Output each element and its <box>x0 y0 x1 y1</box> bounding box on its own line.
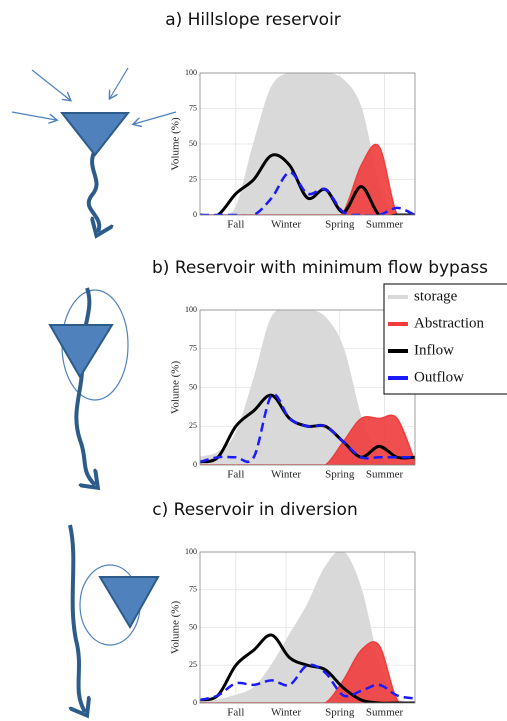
y-tick-label: 25 <box>189 421 197 430</box>
y-tick-label: 0 <box>193 210 197 219</box>
y-tick-label: 100 <box>185 547 197 556</box>
diagram-b <box>48 287 129 485</box>
y-tick-label: 0 <box>193 698 197 707</box>
x-tick-label: Fall <box>227 707 244 719</box>
legend-label: storage <box>414 288 458 304</box>
y-tick-label: 75 <box>189 344 197 353</box>
chart-title: b) Reservoir with minimum flow bypass <box>152 258 488 278</box>
x-tick-label: Spring <box>325 469 355 481</box>
x-tick-label: Summer <box>366 469 404 481</box>
y-tick-label: 50 <box>189 139 197 148</box>
y-axis-label: Volume (%) <box>170 117 182 171</box>
y-tick-label: 25 <box>189 174 197 183</box>
line <box>200 663 415 702</box>
legend-label: Outflow <box>414 369 464 385</box>
plot <box>200 73 415 215</box>
x-tick-label: Fall <box>227 219 244 231</box>
x-tick-label: Fall <box>227 469 244 481</box>
x-tick-label: Summer <box>366 707 404 719</box>
plot <box>200 552 415 703</box>
y-tick-label: 50 <box>189 382 197 391</box>
y-tick-label: 0 <box>193 460 197 469</box>
area <box>200 143 415 215</box>
line <box>200 153 415 215</box>
y-tick-label: 25 <box>189 660 197 669</box>
diagram-c <box>68 524 160 712</box>
chart: c) Reservoir in diversion 0 25 50 75 100 Fall W… <box>152 500 416 719</box>
plot <box>200 310 415 465</box>
y-tick-label: 100 <box>185 68 197 77</box>
x-tick-label: Spring <box>325 707 355 719</box>
legend-box <box>383 283 507 395</box>
chart-title: a) Hillslope reservoir <box>165 10 341 30</box>
y-tick-label: 100 <box>185 305 197 314</box>
plot-frame <box>199 72 416 216</box>
plot-frame <box>199 551 416 704</box>
line <box>200 633 415 703</box>
y-axis-label: Volume (%) <box>170 601 182 655</box>
y-tick-label: 75 <box>189 103 197 112</box>
area <box>200 641 415 703</box>
chart-title: c) Reservoir in diversion <box>152 500 357 520</box>
chart: b) Reservoir with minimum flow bypass 0 25… <box>152 258 507 481</box>
x-tick-label: Winter <box>271 469 301 481</box>
area <box>200 414 415 465</box>
legend-label: Abstraction <box>414 315 484 331</box>
chart: a) Hillslope reservoir 0 25 50 75 100 Fall Wint… <box>165 10 416 231</box>
x-tick-label: Winter <box>271 707 301 719</box>
legend-label: Inflow <box>414 342 454 358</box>
diagram-a <box>11 67 177 232</box>
legend: storage Abstraction Inflow Outflow <box>383 283 507 395</box>
y-axis-label: Volume (%) <box>170 361 182 415</box>
x-tick-label: Winter <box>271 219 301 231</box>
y-tick-label: 50 <box>189 622 197 631</box>
line <box>200 392 415 464</box>
x-tick-label: Spring <box>325 219 355 231</box>
x-tick-label: Summer <box>366 219 404 231</box>
y-tick-label: 75 <box>189 585 197 594</box>
